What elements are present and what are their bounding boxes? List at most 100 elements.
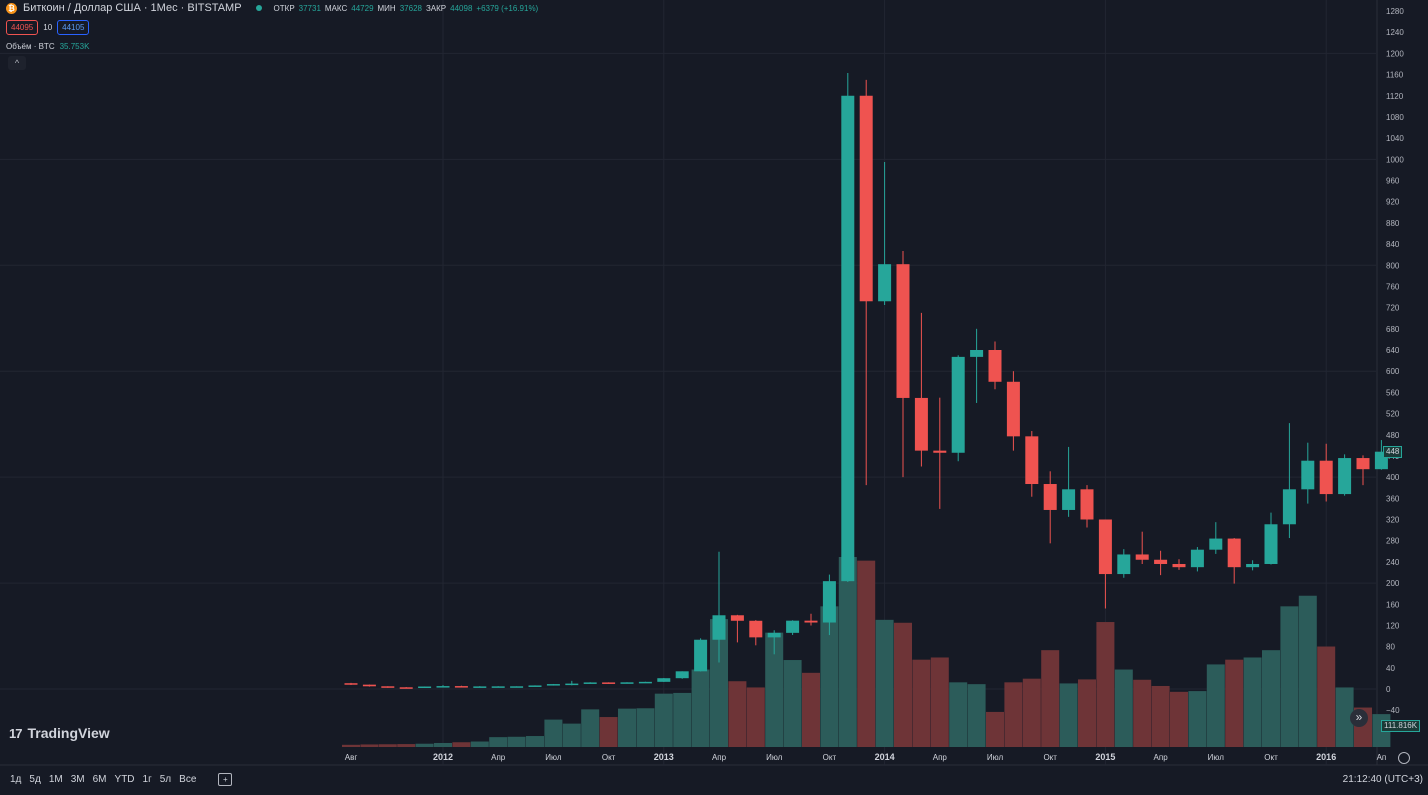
- tradingview-wordmark: TradingView: [27, 725, 110, 741]
- candle-body: [1172, 563, 1186, 568]
- candle-body: [712, 615, 726, 640]
- volume-bar: [1004, 682, 1023, 747]
- go-to-date-icon[interactable]: +: [218, 773, 233, 786]
- volume-bar: [1133, 679, 1152, 747]
- price-tick-label: 1040: [1386, 134, 1404, 143]
- candle-body: [1190, 549, 1204, 568]
- volume-bar: [1206, 664, 1225, 747]
- price-tick-label: 1000: [1386, 155, 1404, 164]
- candle-body: [1025, 436, 1039, 485]
- price-tick-label: 240: [1386, 558, 1400, 567]
- time-axis[interactable]: Авг 2012 Апр Июл Окт 2013 Апр Июл Окт 2014 Апр Июл О…: [345, 752, 1386, 762]
- candle-body: [620, 682, 634, 684]
- candle-body: [1043, 484, 1057, 510]
- price-axis[interactable]: 1280124012001160112010801040100096092088…: [1386, 7, 1404, 715]
- volume-bar: [452, 742, 471, 747]
- time-tick-label: 2016: [1316, 752, 1336, 762]
- candle-body: [675, 671, 689, 679]
- volume-bar: [728, 681, 747, 747]
- price-tick-label: 1160: [1386, 71, 1404, 80]
- volume-label[interactable]: Объём · BTC: [6, 42, 55, 51]
- price-tick-label: 800: [1386, 261, 1400, 270]
- volume-bar: [1170, 691, 1188, 747]
- candle-body: [841, 95, 855, 582]
- candle-body: [1301, 460, 1315, 490]
- candle-body: [1209, 538, 1223, 550]
- range-1d[interactable]: 1д: [10, 774, 22, 785]
- volume-bar: [470, 741, 489, 747]
- trade-bar: 44095 10 44105: [6, 20, 90, 35]
- symbol-title[interactable]: Биткоин / Доллар США · 1Мес · BITSTAMP: [23, 2, 242, 14]
- price-tick-label: 0: [1386, 685, 1391, 694]
- candle-body: [1227, 538, 1241, 568]
- range-all[interactable]: Все: [179, 774, 197, 785]
- volume-bar: [378, 744, 397, 747]
- candle-body: [657, 678, 671, 682]
- candle-body: [362, 684, 376, 687]
- volume-bar: [1317, 646, 1336, 747]
- volume-bar: [949, 682, 968, 747]
- candle-body: [878, 264, 892, 302]
- candle-body: [1135, 554, 1149, 560]
- volume-bar: [691, 669, 710, 747]
- price-tick-label: 960: [1386, 177, 1400, 186]
- time-tick-label: 2012: [433, 752, 453, 762]
- price-change: +6379 (+16.91%): [476, 3, 539, 13]
- collapse-legend-button[interactable]: ^: [8, 56, 26, 70]
- volume-bar: [397, 744, 416, 747]
- candle-body: [473, 686, 487, 688]
- candle-body: [767, 632, 781, 638]
- settings-gear-icon[interactable]: [1398, 752, 1410, 764]
- candle-body: [1264, 524, 1278, 564]
- scroll-to-realtime-button[interactable]: »: [1350, 709, 1368, 727]
- range-1m[interactable]: 1М: [48, 774, 63, 785]
- symbol-header: ₿ Биткоин / Доллар США · 1Мес · BITSTAMP…: [6, 2, 538, 14]
- range-1y[interactable]: 1г: [142, 774, 152, 785]
- time-tick-label: Окт: [1043, 753, 1057, 762]
- price-tick-label: 680: [1386, 325, 1400, 334]
- range-3m[interactable]: 3М: [70, 774, 85, 785]
- volume-bar: [1280, 606, 1299, 747]
- candle-body: [1117, 554, 1131, 575]
- candle-body: [418, 686, 432, 689]
- candle-body: [344, 683, 358, 685]
- price-tick-label: 1240: [1386, 28, 1404, 37]
- range-5y[interactable]: 5л: [159, 774, 172, 785]
- volume-bar: [857, 560, 876, 747]
- range-6m[interactable]: 6М: [92, 774, 107, 785]
- candle-body: [1062, 489, 1076, 510]
- time-tick-label: Авг: [345, 753, 358, 762]
- candle-body: [1282, 489, 1296, 525]
- candle-body: [970, 350, 984, 357]
- volume-bar: [967, 684, 986, 747]
- volume-bar: [1022, 678, 1041, 747]
- volume-bar: [360, 744, 379, 747]
- ohlc-label: ЗАКР: [425, 3, 447, 13]
- volume-legend: Объём · BTC 35.753K: [6, 42, 89, 51]
- buy-button[interactable]: 44105: [57, 20, 90, 35]
- time-tick-label: 2013: [654, 752, 674, 762]
- price-tick-label: 920: [1386, 198, 1400, 207]
- candle-body: [510, 686, 524, 688]
- candle-body: [546, 684, 560, 686]
- price-tick-label: 200: [1386, 579, 1400, 588]
- candle-body: [914, 397, 928, 451]
- candles: [344, 72, 1388, 689]
- clock-timezone[interactable]: 21:12:40 (UTC+3): [1342, 774, 1423, 785]
- candle-body: [1319, 460, 1333, 495]
- sell-button[interactable]: 44095: [6, 20, 39, 35]
- volume-bar: [544, 719, 563, 747]
- time-tick-label: Ап: [1377, 753, 1387, 762]
- volume-bar: [820, 606, 839, 747]
- price-tick-label: 120: [1386, 621, 1400, 630]
- candle-body: [1338, 458, 1352, 495]
- volume-bar: [1335, 687, 1354, 747]
- range-ytd[interactable]: YTD: [114, 774, 135, 785]
- candle-body: [454, 686, 468, 688]
- tradingview-logo[interactable]: 17 TradingView: [9, 725, 110, 741]
- candle-body: [933, 450, 947, 453]
- time-tick-label: Окт: [1264, 753, 1278, 762]
- volume-bar: [1059, 683, 1078, 747]
- range-5d[interactable]: 5д: [29, 774, 41, 785]
